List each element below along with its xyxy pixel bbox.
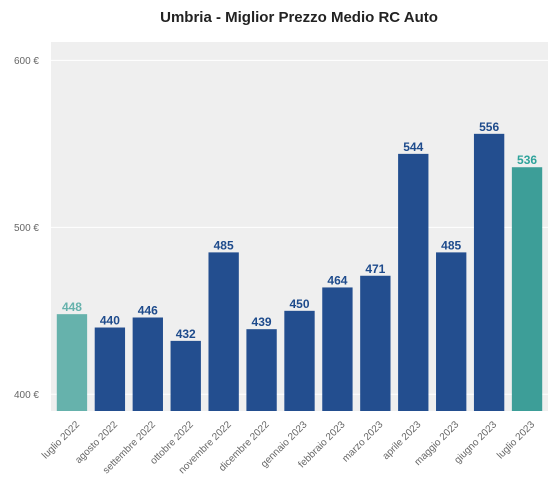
bar	[94, 327, 126, 411]
bar	[436, 252, 467, 411]
value-label: 446	[138, 303, 158, 317]
y-axis: 400 € 500 € 600 €	[14, 56, 39, 401]
bar	[246, 329, 277, 411]
bar	[170, 340, 201, 411]
y-tick-label: 600 €	[14, 56, 39, 67]
bar	[322, 287, 353, 411]
bar	[511, 167, 543, 411]
value-label: 544	[403, 140, 423, 154]
bar	[208, 252, 239, 411]
value-label: 439	[252, 315, 272, 329]
value-label: 464	[327, 273, 347, 287]
value-label: 485	[441, 238, 461, 252]
value-label: 536	[517, 153, 537, 167]
bar	[360, 275, 391, 411]
chart-title: Umbria - Miglior Prezzo Medio RC Auto	[160, 9, 438, 26]
bars	[56, 133, 543, 411]
value-label: 471	[365, 262, 385, 276]
y-tick-label: 500 €	[14, 223, 39, 234]
value-label: 485	[214, 238, 234, 252]
value-labels: 448 440 446 432 485 439 450 464 471 544 485 556 536	[62, 120, 537, 341]
value-label: 450	[289, 297, 309, 311]
bar	[132, 317, 163, 411]
x-tick-label: marzo 2023	[340, 419, 385, 464]
value-label: 432	[176, 327, 196, 341]
value-label: 448	[62, 300, 82, 314]
value-label: 440	[100, 314, 120, 328]
x-tick-label: luglio 2023	[495, 419, 537, 461]
bar	[284, 310, 315, 411]
bar	[398, 153, 429, 411]
bar	[473, 133, 505, 411]
value-label: 556	[479, 120, 499, 134]
y-tick-label: 400 €	[14, 390, 39, 401]
bar	[56, 314, 88, 411]
